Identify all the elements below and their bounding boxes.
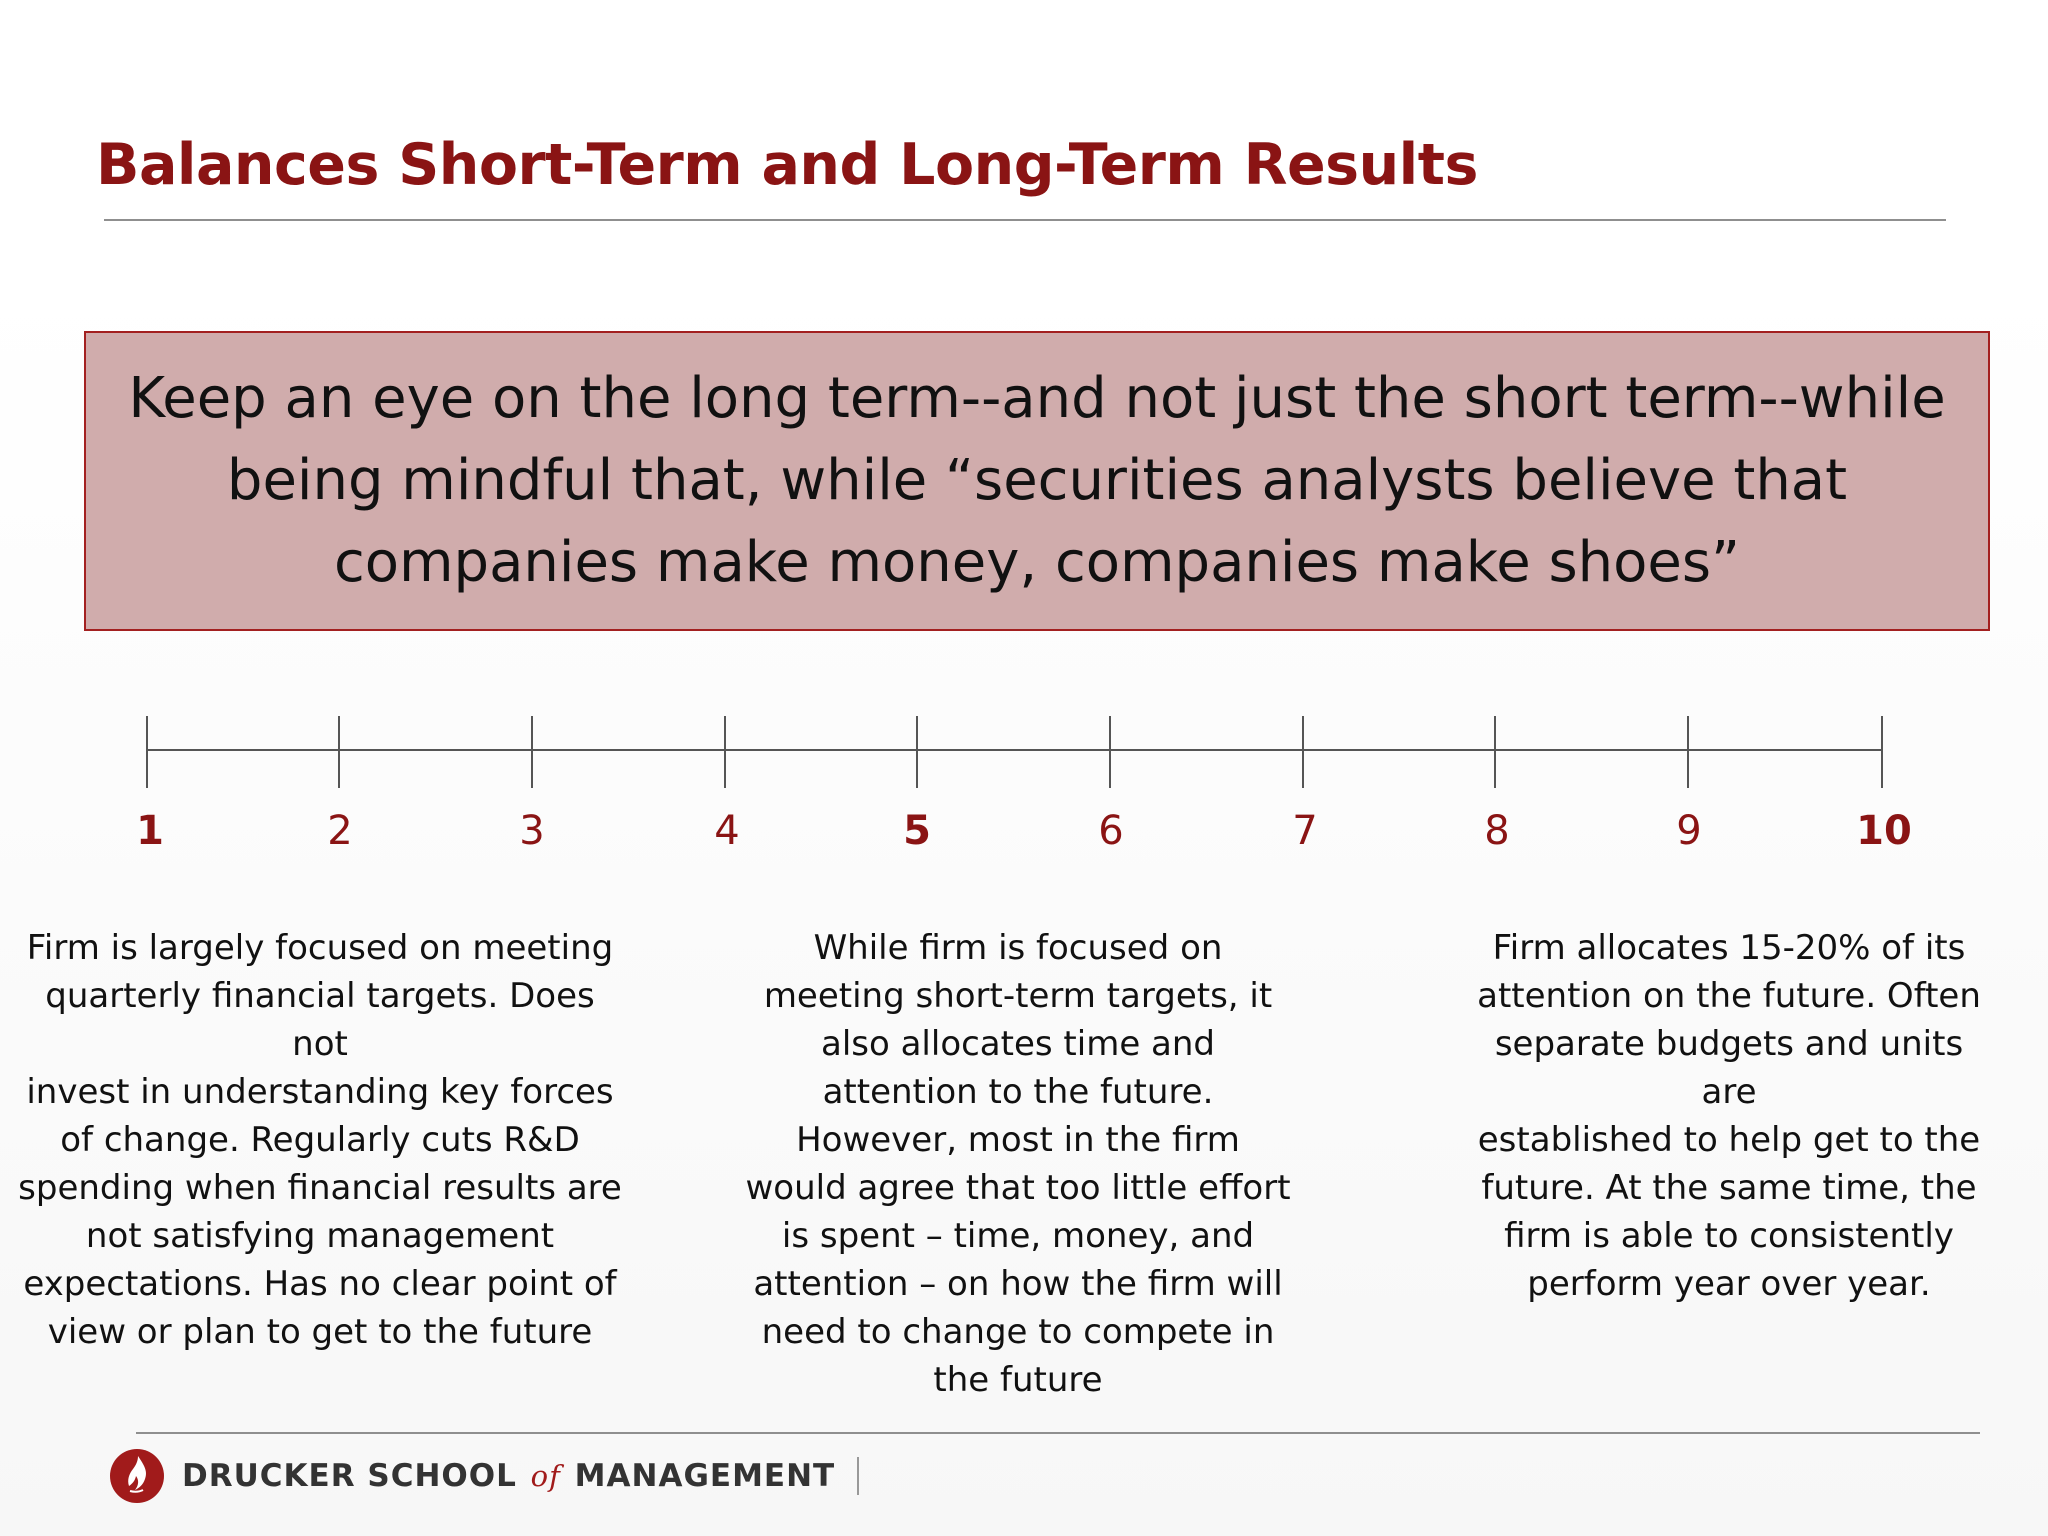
scale-label-8: 8 (1484, 808, 1510, 854)
scale-label-7: 7 (1292, 808, 1318, 854)
flame-icon (110, 1449, 164, 1503)
logo-text-part2: MANAGEMENT (574, 1458, 836, 1494)
scale-label-4: 4 (714, 808, 740, 854)
slide-title: Balances Short-Term and Long-Term Result… (96, 132, 1478, 198)
description-mid: While firm is focused on meeting short-t… (745, 928, 1291, 1400)
scale-label-10: 10 (1856, 808, 1912, 854)
logo-separator (857, 1457, 860, 1495)
logo-wordmark: DRUCKER SCHOOL of MANAGEMENT (182, 1458, 835, 1494)
scale-label-1: 1 (136, 808, 164, 854)
quote-box: Keep an eye on the long term--and not ju… (84, 331, 1990, 631)
footer-divider (136, 1432, 1980, 1434)
scale-label-3: 3 (519, 808, 545, 854)
logo-text-part1: DRUCKER SCHOOL (182, 1458, 517, 1494)
scale-label-5: 5 (903, 808, 931, 854)
footer-logo: DRUCKER SCHOOL of MANAGEMENT (108, 1447, 860, 1505)
logo-text-of: of (530, 1459, 561, 1493)
description-low: Firm is largely focused on meeting quart… (18, 928, 622, 1352)
rating-scale (146, 716, 1883, 788)
scale-label-9: 9 (1676, 808, 1702, 854)
scale-label-2: 2 (327, 808, 353, 854)
description-high: Firm allocates 15-20% of its attention o… (1477, 928, 1981, 1304)
scale-label-6: 6 (1098, 808, 1124, 854)
title-divider (104, 219, 1946, 221)
quote-text: Keep an eye on the long term--and not ju… (128, 366, 1946, 595)
